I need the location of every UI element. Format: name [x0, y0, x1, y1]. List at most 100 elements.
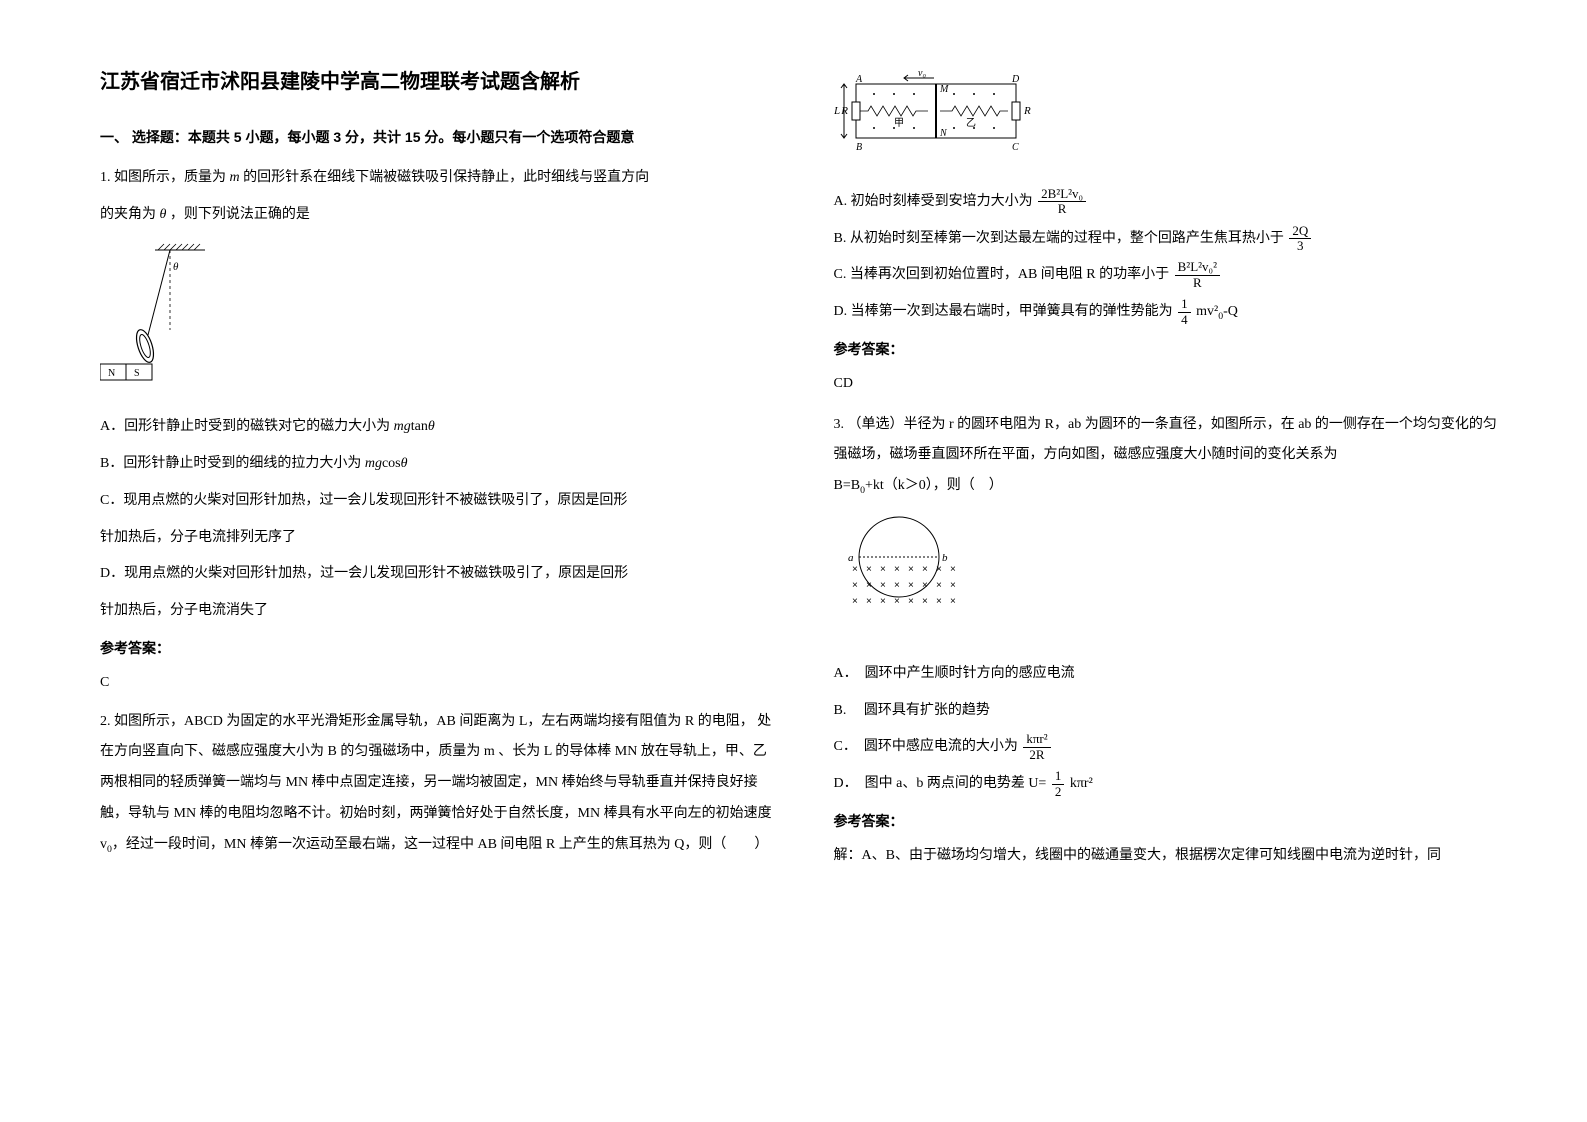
right-column: L R R M N 甲 乙 v₀ A D B C: [834, 60, 1508, 1082]
q1-m: m: [230, 170, 240, 185]
q2-stem-b: ，经过一段时间，MN 棒第一次运动至最右端，这一过程中 AB 间电阻 R 上产生…: [112, 837, 768, 852]
q1-optA-a: A．回形针静止时受到的磁铁对它的磁力大小为: [100, 419, 394, 434]
q3-optC: C． 圆环中感应电流的大小为 kπr² 2R: [834, 732, 1508, 763]
svg-text:甲: 甲: [894, 118, 904, 129]
q2-optD-a: D. 当棒第一次到达最右端时，甲弹簧具有的弹性势能为: [834, 304, 1173, 319]
svg-text:×: ×: [894, 580, 900, 591]
q1-optD-1: D．现用点燃的火柴对回形针加热，过一会儿发现回形针不被磁铁吸引了，原因是回形: [100, 559, 774, 590]
svg-text:L: L: [834, 105, 840, 117]
q1-optA-b: mg: [394, 419, 411, 434]
q3-optC-a: C． 圆环中感应电流的大小为: [834, 739, 1018, 754]
q2-optD-num: 1: [1178, 297, 1191, 312]
question-3: 3. （单选）半径为 r 的圆环电阻为 R，ab 为圆环的一条直径，如图所示，在…: [834, 410, 1508, 872]
q3-optC-den: 2R: [1023, 748, 1050, 762]
q1-optB-c: cos: [382, 456, 401, 471]
q1-optC-2: 针加热后，分子电流排列无序了: [100, 523, 774, 554]
q3-figure: a b ×××××××× ×××××××× ××××××××: [834, 512, 1508, 645]
svg-text:A: A: [855, 74, 863, 85]
q1-answer: C: [100, 668, 774, 699]
svg-text:N: N: [108, 368, 115, 379]
svg-text:×: ×: [908, 596, 914, 607]
svg-text:b: b: [942, 552, 948, 564]
svg-text:×: ×: [852, 596, 858, 607]
svg-text:×: ×: [936, 596, 942, 607]
q3-optC-frac: kπr² 2R: [1023, 732, 1050, 762]
q3-optD-den: 2: [1052, 785, 1065, 799]
q3-explain: 解：A、B、由于磁场均匀增大，线圈中的磁通量变大，根据楞次定律可知线圈中电流为逆…: [834, 841, 1508, 872]
q1-stem-c: 的夹角为: [100, 207, 156, 222]
q1-stem-d: ，则下列说法正确的是: [170, 207, 310, 222]
q3-stem-b: +kt（k＞0），则（ ）: [865, 478, 1003, 493]
q1-svg: θ N S: [100, 240, 220, 385]
q1-optB-a: B．回形针静止时受到的细线的拉力大小为: [100, 456, 365, 471]
svg-text:R: R: [1023, 105, 1031, 117]
q3-answer-label: 参考答案：: [834, 806, 1508, 837]
svg-text:×: ×: [908, 580, 914, 591]
q1-stem: 1. 如图所示，质量为 m 的回形针系在细线下端被磁铁吸引保持静止，此时细线与竖…: [100, 163, 774, 194]
svg-text:v₀: v₀: [918, 70, 926, 79]
q2-optC-a: C. 当棒再次回到初始位置时，AB 间电阻 R 的功率小于: [834, 267, 1170, 282]
svg-text:×: ×: [936, 580, 942, 591]
svg-text:×: ×: [880, 564, 886, 575]
svg-text:×: ×: [950, 564, 956, 575]
q1-optB-th: θ: [401, 456, 408, 471]
q3-optB: B. 圆环具有扩张的趋势: [834, 696, 1508, 727]
q2-optD-den: 4: [1178, 313, 1191, 327]
svg-text:N: N: [939, 128, 948, 139]
q2-optA-num: 2B²L²v₀: [1038, 187, 1086, 202]
q1-optC-1: C．现用点燃的火柴对回形针加热，过一会儿发现回形针不被磁铁吸引了，原因是回形: [100, 486, 774, 517]
svg-text:θ: θ: [173, 261, 179, 273]
q1-stem-b: 的回形针系在细线下端被磁铁吸引保持静止，此时细线与竖直方向: [243, 170, 649, 185]
q2-optC-num: B²L²v₀²: [1175, 260, 1220, 275]
q2-optC-frac: B²L²v₀² R: [1175, 260, 1220, 290]
q1-answer-label: 参考答案：: [100, 633, 774, 664]
q1-optD-2: 针加热后，分子电流消失了: [100, 596, 774, 627]
left-column: 江苏省宿迁市沭阳县建陵中学高二物理联考试题含解析 一、 选择题：本题共 5 小题…: [100, 60, 774, 1082]
q2-optB-a: B. 从初始时刻至棒第一次到达最左端的过程中，整个回路产生焦耳热小于: [834, 231, 1284, 246]
svg-text:×: ×: [950, 596, 956, 607]
q3-svg: a b ×××××××× ×××××××× ××××××××: [834, 512, 984, 632]
q3-optD-b: kπr²: [1070, 776, 1093, 791]
svg-text:×: ×: [908, 564, 914, 575]
svg-text:B: B: [856, 142, 862, 153]
q1-figure: θ N S: [100, 240, 774, 398]
svg-text:×: ×: [866, 580, 872, 591]
q2-optD-b: mv²: [1196, 304, 1218, 319]
q2-stem-a: 2. 如图所示，ABCD 为固定的水平光滑矩形金属导轨，AB 间距离为 L，左右…: [100, 714, 772, 852]
q1-optB: B．回形针静止时受到的细线的拉力大小为 mgcosθ: [100, 449, 774, 480]
q1-optA: A．回形针静止时受到的磁铁对它的磁力大小为 mgtanθ: [100, 412, 774, 443]
q2-answer-label: 参考答案：: [834, 334, 1508, 365]
q2-optB-frac: 2Q 3: [1289, 224, 1311, 254]
svg-text:×: ×: [922, 596, 928, 607]
svg-text:×: ×: [894, 564, 900, 575]
svg-text:a: a: [848, 552, 854, 564]
q2-optB-num: 2Q: [1289, 224, 1311, 239]
q3-optA: A． 圆环中产生顺时针方向的感应电流: [834, 659, 1508, 690]
q2-optD-c: -Q: [1223, 304, 1238, 319]
q3-optC-num: kπr²: [1023, 732, 1050, 747]
part1-header: 一、 选择题：本题共 5 小题，每小题 3 分，共计 15 分。每小题只有一个选…: [100, 122, 774, 153]
svg-text:×: ×: [852, 580, 858, 591]
page-title: 江苏省宿迁市沭阳县建陵中学高二物理联考试题含解析: [100, 60, 774, 104]
q2-svg: L R R M N 甲 乙 v₀ A D B C: [834, 70, 1044, 160]
q2-optA-den: R: [1038, 202, 1086, 216]
q3-stem: 3. （单选）半径为 r 的圆环电阻为 R，ab 为圆环的一条直径，如图所示，在…: [834, 410, 1508, 502]
svg-text:×: ×: [894, 596, 900, 607]
q1-stem-2: 的夹角为 θ ，则下列说法正确的是: [100, 200, 774, 231]
q3-optD-frac: 1 2: [1052, 769, 1065, 799]
svg-text:S: S: [134, 368, 140, 379]
q2-optC: C. 当棒再次回到初始位置时，AB 间电阻 R 的功率小于 B²L²v₀² R: [834, 260, 1508, 291]
q2-figure: L R R M N 甲 乙 v₀ A D B C: [834, 70, 1508, 173]
svg-text:C: C: [1012, 142, 1019, 153]
question-2-stem: 2. 如图所示，ABCD 为固定的水平光滑矩形金属导轨，AB 间距离为 L，左右…: [100, 707, 774, 861]
svg-text:×: ×: [950, 580, 956, 591]
svg-text:M: M: [939, 84, 949, 95]
q1-optA-c: tan: [411, 419, 428, 434]
q1-optA-th: θ: [428, 419, 435, 434]
svg-text:×: ×: [922, 580, 928, 591]
svg-text:×: ×: [866, 564, 872, 575]
svg-text:×: ×: [866, 596, 872, 607]
q3-optD-a: D． 图中 a、b 两点间的电势差 U=: [834, 776, 1047, 791]
svg-text:×: ×: [880, 580, 886, 591]
q2-answer: CD: [834, 369, 1508, 400]
